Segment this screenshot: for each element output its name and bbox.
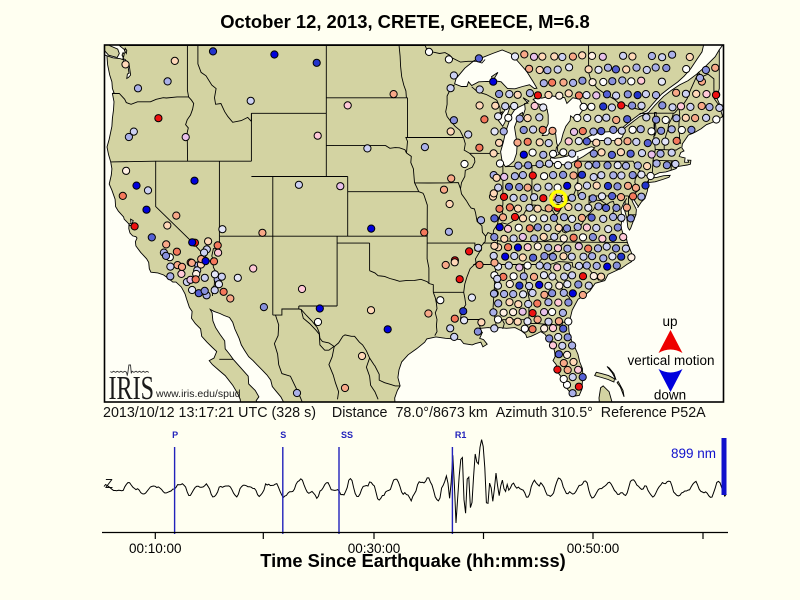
svg-text:SS: SS	[341, 430, 353, 440]
svg-text:899 nm: 899 nm	[671, 446, 716, 461]
svg-text:00:10:00: 00:10:00	[129, 541, 182, 556]
svg-text:00:50:00: 00:50:00	[567, 541, 620, 556]
svg-text:Z: Z	[105, 476, 113, 491]
svg-text:P: P	[172, 430, 178, 440]
svg-text:R1: R1	[455, 430, 467, 440]
svg-text:October 12, 2013, CRETE, GREEC: October 12, 2013, CRETE, GREECE, M=6.8	[220, 11, 589, 32]
svg-text:www.iris.edu/spud: www.iris.edu/spud	[155, 388, 241, 400]
svg-text:down: down	[654, 388, 686, 403]
svg-text:IRIS: IRIS	[109, 370, 155, 407]
svg-text:S: S	[280, 430, 286, 440]
svg-text:Time Since Earthquake (hh:mm:s: Time Since Earthquake (hh:mm:ss)	[260, 550, 565, 571]
svg-text:vertical motion: vertical motion	[627, 353, 714, 368]
svg-text:00:30:00: 00:30:00	[348, 541, 401, 556]
svg-text:up: up	[662, 314, 677, 329]
svg-text:2013/10/12 13:17:21 UTC (328 s: 2013/10/12 13:17:21 UTC (328 s) Distance…	[103, 405, 706, 421]
